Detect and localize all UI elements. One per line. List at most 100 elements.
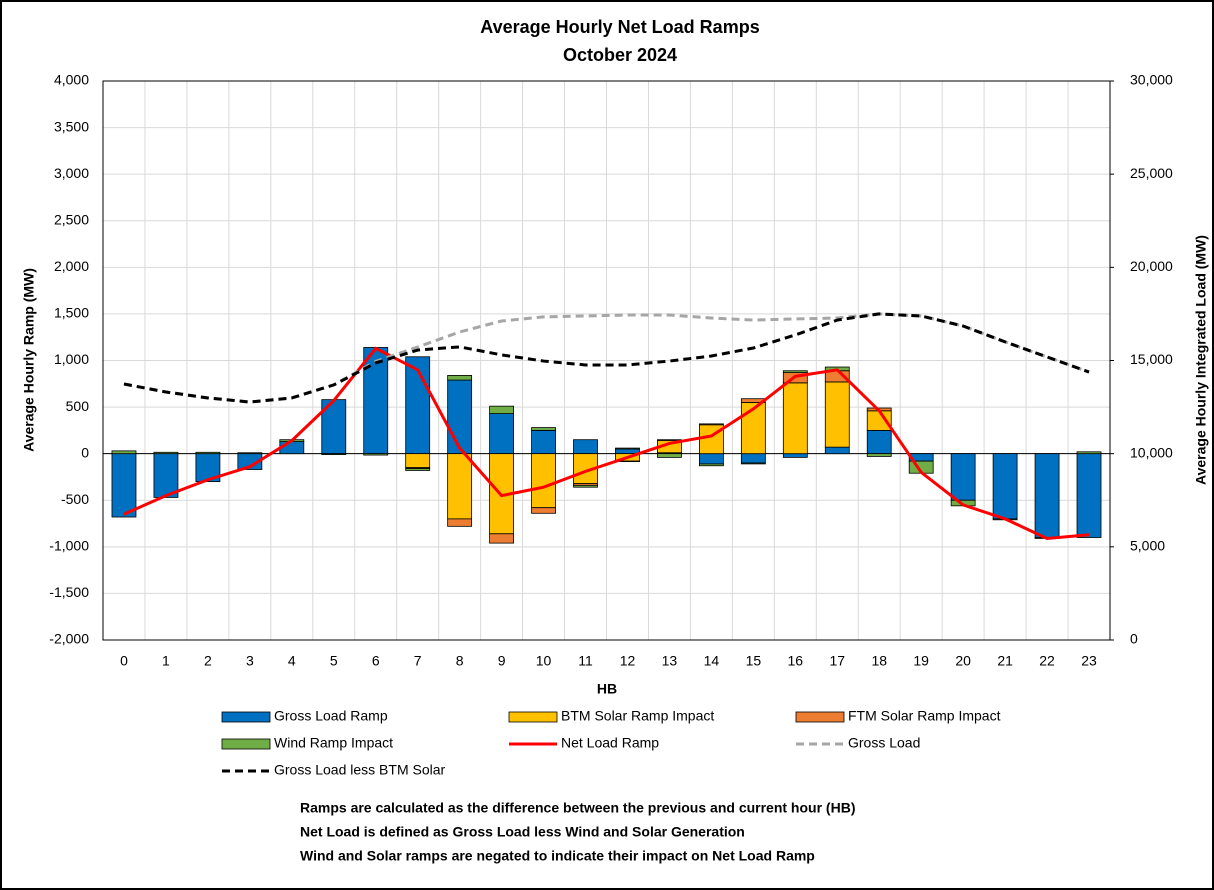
bar-segment	[1034, 453, 1060, 538]
y2-tick-label: 5,000	[1130, 538, 1165, 554]
bar-segment	[531, 429, 556, 455]
bar-segment	[615, 447, 640, 450]
bar-segment	[1076, 453, 1102, 538]
x-tick-label: 17	[829, 653, 845, 669]
y-tick-label: -1,000	[49, 538, 89, 554]
bar-segment	[698, 453, 724, 465]
x-tick-label: 12	[620, 653, 636, 669]
bar-segment	[111, 453, 137, 518]
bar-segment	[657, 453, 682, 458]
x-tick-label: 16	[788, 653, 804, 669]
plot-border	[102, 80, 1111, 641]
y-axis-title: Average Hourly Ramp (MW)	[21, 268, 37, 452]
bar-segment	[1076, 451, 1102, 455]
y2-tick-label: 25,000	[1130, 165, 1173, 181]
x-tick-label: 13	[662, 653, 678, 669]
bar-segment	[363, 453, 389, 456]
y2-tick-label: 30,000	[1130, 72, 1173, 88]
bar-segment	[531, 507, 556, 514]
bar-segment	[824, 446, 850, 455]
y-tick-label: 1,500	[54, 305, 89, 321]
bar-segment	[824, 381, 850, 448]
bar-segment	[405, 453, 431, 469]
x-tick-label: 10	[536, 653, 552, 669]
chart-subtitle: October 2024	[563, 45, 677, 65]
note: Net Load is defined as Gross Load less W…	[300, 824, 745, 840]
bar-segment	[866, 429, 892, 455]
y-tick-label: 4,000	[54, 72, 89, 88]
x-axis-title: HB	[597, 681, 617, 697]
y-tick-label: 3,500	[54, 118, 89, 134]
note: Wind and Solar ramps are negated to indi…	[300, 848, 815, 864]
bar-segment	[950, 453, 976, 501]
bar-segment	[447, 453, 473, 520]
x-tick-label: 0	[120, 653, 128, 669]
chart-title: Average Hourly Net Load Ramps	[480, 17, 759, 37]
bar-segment	[405, 468, 431, 471]
x-tick-label: 22	[1039, 653, 1055, 669]
bar-segment	[531, 453, 556, 509]
bar-segment	[447, 518, 473, 527]
legend-label: Wind Ramp Impact	[274, 735, 393, 751]
x-tick-label: 1	[162, 653, 170, 669]
legend-label: Gross Load	[848, 735, 920, 751]
bar-segment	[531, 427, 556, 431]
legend-label: Net Load Ramp	[561, 735, 659, 751]
x-tick-label: 14	[704, 653, 720, 669]
x-tick-label: 15	[746, 653, 762, 669]
bar-segment	[740, 453, 766, 464]
legend-label: BTM Solar Ramp Impact	[561, 708, 714, 724]
bar-segment	[489, 413, 515, 455]
y2-tick-label: 20,000	[1130, 258, 1173, 274]
note: Ramps are calculated as the difference b…	[300, 800, 855, 816]
y-tick-label: 2,500	[54, 211, 89, 227]
legend-label: FTM Solar Ramp Impact	[848, 708, 1001, 724]
x-tick-label: 7	[414, 653, 422, 669]
x-tick-label: 18	[871, 653, 887, 669]
legend-label: Gross Load less BTM Solar	[274, 762, 446, 778]
bar-segment	[992, 453, 1018, 520]
bar-segment	[489, 533, 515, 544]
bar-segment	[489, 405, 515, 415]
legend-swatch	[221, 711, 271, 723]
x-tick-label: 6	[372, 653, 380, 669]
bar-segment	[698, 423, 724, 426]
y2-tick-label: 10,000	[1130, 444, 1173, 460]
bar-segment	[573, 484, 598, 488]
legend-swatch	[221, 738, 271, 750]
bar-segment	[782, 370, 808, 374]
x-tick-label: 19	[913, 653, 929, 669]
x-tick-label: 3	[246, 653, 254, 669]
line-series	[123, 312, 1090, 404]
x-tick-label: 2	[204, 653, 212, 669]
y2-tick-label: 15,000	[1130, 351, 1173, 367]
x-tick-label: 23	[1081, 653, 1097, 669]
bar-segment	[866, 453, 892, 457]
x-tick-label: 4	[288, 653, 296, 669]
x-tick-label: 20	[955, 653, 971, 669]
bar-segment	[698, 463, 724, 467]
bar-segment	[111, 450, 137, 455]
x-tick-label: 8	[456, 653, 464, 669]
legend-swatch	[795, 711, 845, 723]
bar-segment	[237, 452, 263, 455]
y-tick-label: 3,000	[54, 165, 89, 181]
y-tick-label: -500	[61, 491, 89, 507]
x-tick-label: 9	[498, 653, 506, 669]
y-tick-label: 0	[81, 444, 89, 460]
bar-segment	[447, 375, 473, 381]
bar-segment	[321, 453, 347, 455]
x-tick-label: 5	[330, 653, 338, 669]
bar-segment	[573, 439, 598, 455]
y2-tick-label: 0	[1130, 631, 1138, 647]
y-tick-label: 1,000	[54, 351, 89, 367]
line-series	[123, 346, 1090, 540]
bar-segment	[782, 453, 808, 458]
bar-segment	[782, 382, 808, 455]
bar-segment	[447, 379, 473, 455]
bar-segment	[740, 462, 766, 465]
x-tick-label: 11	[578, 653, 593, 669]
bar-segment	[195, 451, 221, 455]
x-tick-label: 21	[997, 653, 1013, 669]
